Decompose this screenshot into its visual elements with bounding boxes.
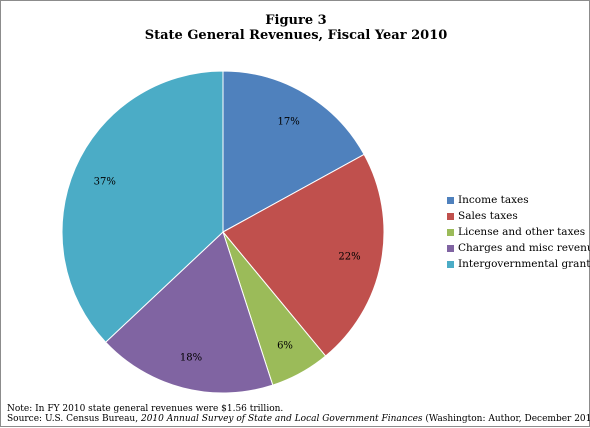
data-label: 6%	[277, 340, 293, 351]
pie-slice-charges-and-misc-revenues	[104, 231, 274, 394]
source-title: 2010 Annual Survey of State and Local Go…	[140, 414, 423, 424]
legend-item: Sales taxes	[447, 208, 590, 224]
chart-title: State General Revenues, Fiscal Year 2010	[144, 28, 448, 43]
legend-item: Income taxes	[447, 192, 590, 208]
legend-item: Charges and misc revenues	[447, 240, 590, 256]
source-prefix: Source: U.S. Census Bureau,	[7, 414, 141, 424]
pie-slice-sales-taxes	[222, 153, 385, 357]
pie-slice-intergovernmental-grants	[61, 70, 224, 343]
legend-label: Sales taxes	[458, 210, 518, 222]
source-text: Source: U.S. Census Bureau, 2010 Annual …	[7, 414, 590, 425]
figure-label: Figure 3	[265, 13, 327, 28]
legend-label: Charges and misc revenues	[458, 242, 590, 254]
note-text: Note: In FY 2010 state general revenues …	[7, 404, 284, 414]
data-label: 22%	[338, 252, 360, 263]
legend-label: Income taxes	[458, 194, 529, 206]
legend-swatch	[447, 244, 454, 252]
legend-label: Intergovernmental grants	[458, 258, 590, 270]
legend-swatch	[447, 212, 454, 220]
source-suffix: (Washington: Author, December 2011).	[422, 414, 590, 424]
data-label: 18%	[180, 352, 202, 363]
legend-swatch	[447, 260, 454, 268]
legend: Income taxes Sales taxes License and other…	[447, 192, 590, 272]
legend-swatch	[447, 196, 454, 204]
data-label: 37%	[94, 176, 116, 187]
data-label: 17%	[277, 117, 299, 128]
pie-slice-income-taxes	[222, 70, 365, 233]
legend-item: Intergovernmental grants	[447, 256, 590, 272]
legend-item: License and other taxes	[447, 224, 590, 240]
legend-swatch	[447, 228, 454, 236]
legend-label: License and other taxes	[458, 226, 586, 238]
